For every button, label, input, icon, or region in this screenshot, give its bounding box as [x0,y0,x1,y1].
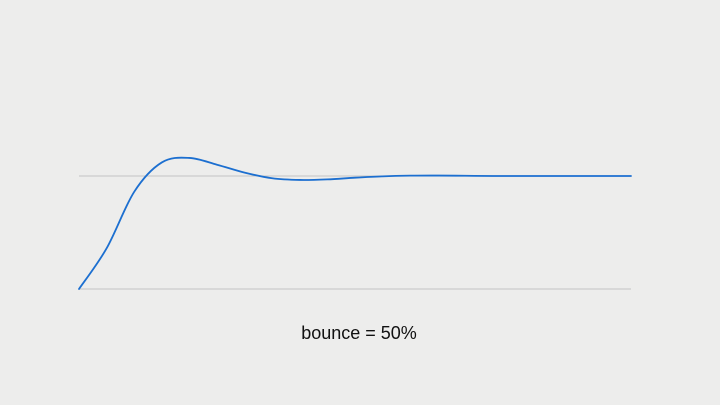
annotation: bounce = 50% [301,323,417,343]
curve [78,156,632,290]
